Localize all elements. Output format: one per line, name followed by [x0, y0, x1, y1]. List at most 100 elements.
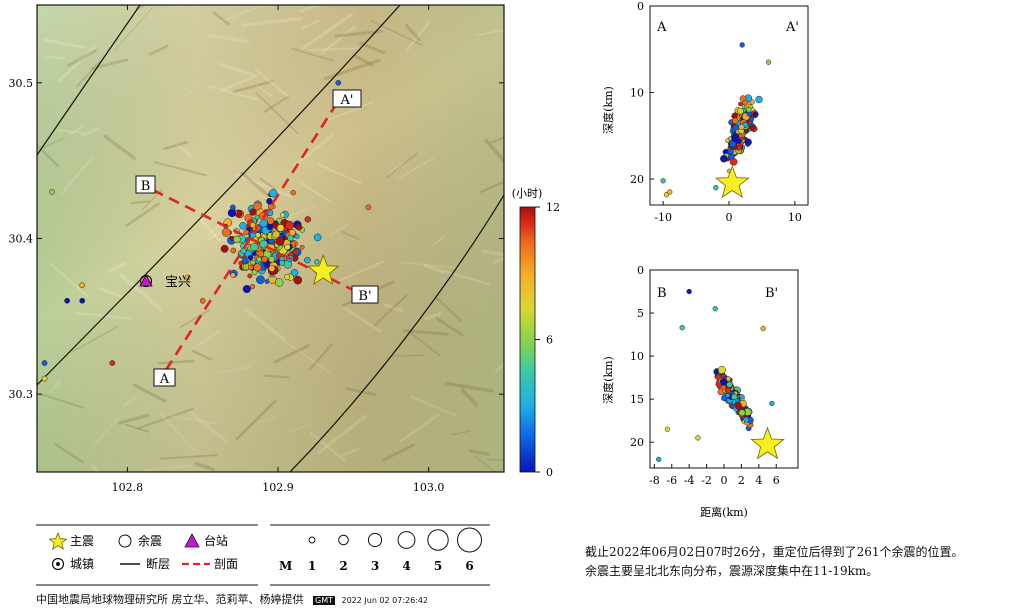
profile-aftershock-point [731, 135, 738, 143]
aftershock-point [285, 220, 295, 230]
lat-tick-label: 30.5 [9, 77, 34, 90]
longitude-ticks: 102.8 102.9 103.0 [112, 5, 444, 494]
y-tick-label: 20 [630, 436, 644, 449]
aftershock-point [257, 250, 265, 258]
y-tick-label: 0 [637, 264, 644, 277]
profile-endpoint-labels: A A' B B' [135, 89, 379, 387]
x-tick-label: 10 [788, 211, 802, 224]
profile-aftershock-point [724, 387, 732, 394]
aftershock-point [261, 255, 268, 263]
legend-aftershock-label: 余震 [138, 533, 162, 548]
x-tick-label: 6 [773, 474, 780, 487]
legend-magnitude-value: 4 [402, 559, 410, 573]
aftershock-point [288, 229, 296, 237]
x-tick-label: -6 [666, 474, 677, 487]
y-tick-label: 20 [630, 173, 644, 186]
profile-AA-left-label: A [656, 20, 667, 35]
profile-aftershock-point [769, 400, 775, 407]
x-tick-label: 2 [738, 474, 745, 487]
lon-tick-label: 102.8 [112, 481, 144, 494]
credit-line: 中国地震局地球物理研究所 房立华、范莉苹、杨婷提供 GMT 2022 Jun 0… [36, 591, 428, 607]
aftershock-point [279, 259, 285, 266]
aftershock-point [290, 189, 296, 196]
caption-line-1: 截止2022年06月02日07时26分，重定位后得到了261个余震的位置。 [585, 545, 964, 559]
aftershock-point [227, 208, 237, 218]
x-tick-label: 0 [726, 211, 733, 224]
y-tick-label: 15 [630, 393, 644, 406]
aftershock-point [79, 297, 86, 304]
profile-aftershock-point [719, 378, 728, 386]
x-tick-label: -2 [701, 474, 712, 487]
aftershock-point [279, 212, 286, 218]
aftershock-point [272, 230, 281, 239]
legend-magnitude-value: 5 [434, 559, 442, 573]
figure-caption: 截止2022年06月02日07时26分，重定位后得到了261个余震的位置。 余震… [585, 543, 1021, 581]
aftershock-point [268, 256, 276, 263]
colorbar-tick-label: 6 [546, 334, 553, 347]
aftershock-point [299, 245, 305, 250]
aftershock-point [240, 247, 247, 254]
profile-aftershock-point [725, 393, 731, 398]
aftershock-point [268, 265, 276, 272]
lon-tick-label: 102.9 [262, 481, 294, 494]
aftershock-point [41, 375, 48, 382]
legend-mainshock-star-icon [48, 531, 68, 550]
legend-magnitude-circle-icon [457, 527, 482, 553]
profile-BB-ylabel: 深度(km) [601, 356, 615, 404]
aftershock-point [239, 221, 247, 230]
legend-magnitude-scale: 1 2 3 4 5 6 [308, 527, 482, 573]
x-tick-label: 0 [721, 474, 728, 487]
aftershock-point [304, 256, 311, 264]
station-icon [139, 274, 153, 287]
profile-aftershock-point [743, 417, 750, 423]
legend-station-triangle-icon [184, 533, 200, 548]
aftershock-point [293, 275, 303, 285]
profile-aftershock-point [717, 365, 726, 374]
aftershock-point [294, 233, 300, 239]
aftershock-point [233, 235, 241, 244]
aftershock-point [230, 272, 236, 278]
aftershock-point [238, 260, 244, 266]
map-aftershocks [41, 79, 372, 382]
label-B-prime-box [351, 285, 379, 304]
profile-aftershock-point [726, 381, 733, 388]
aftershock-point [221, 227, 231, 237]
aftershock-point [243, 229, 250, 236]
x-tick-label: -10 [654, 211, 672, 224]
x-tick-label: 4 [755, 474, 762, 487]
legend-magnitude-value: 1 [308, 559, 316, 573]
aftershock-point [250, 242, 259, 252]
label-B-prime: B' [358, 289, 371, 304]
town-label: 宝兴 [165, 275, 191, 290]
legend-magnitude-circle-icon [427, 529, 449, 551]
profile-aftershock-point [738, 409, 746, 417]
aftershock-point [49, 188, 55, 195]
aftershock-point [249, 222, 256, 229]
aftershock-point [248, 264, 254, 271]
profile-line-BB [152, 188, 362, 296]
town-baoxing: 宝兴 [139, 274, 191, 290]
aftershock-point [256, 275, 265, 285]
profile-aftershock-point [738, 101, 743, 107]
profile-aftershock-point [744, 138, 752, 146]
profile-BB-right-label: B' [765, 286, 778, 301]
aftershock-point [184, 274, 191, 281]
profile-aftershock-point [734, 401, 742, 410]
aftershock-point [247, 273, 253, 279]
profile-aftershock-point [742, 99, 749, 106]
time-colorbar: (小时) 12 6 0 [512, 187, 560, 479]
profile-aftershock-point [664, 426, 671, 432]
gmt-stamp: GMT [313, 596, 335, 605]
aftershock-point [284, 243, 291, 251]
profile-aftershock-point [737, 107, 744, 115]
legend-magnitude-circle-icon [338, 534, 349, 546]
profile-AA-panel: A A' 深度(km) -10 0 10 0 10 20 [601, 0, 809, 224]
aftershock-point [242, 284, 251, 294]
aftershock-point [275, 278, 284, 287]
profile-aftershock-point [667, 189, 673, 195]
aftershock-point [220, 244, 229, 253]
latitude-ticks: 30.5 30.4 30.3 [9, 77, 504, 401]
fault-line [37, 5, 401, 386]
profile-aftershock-point [712, 306, 718, 312]
